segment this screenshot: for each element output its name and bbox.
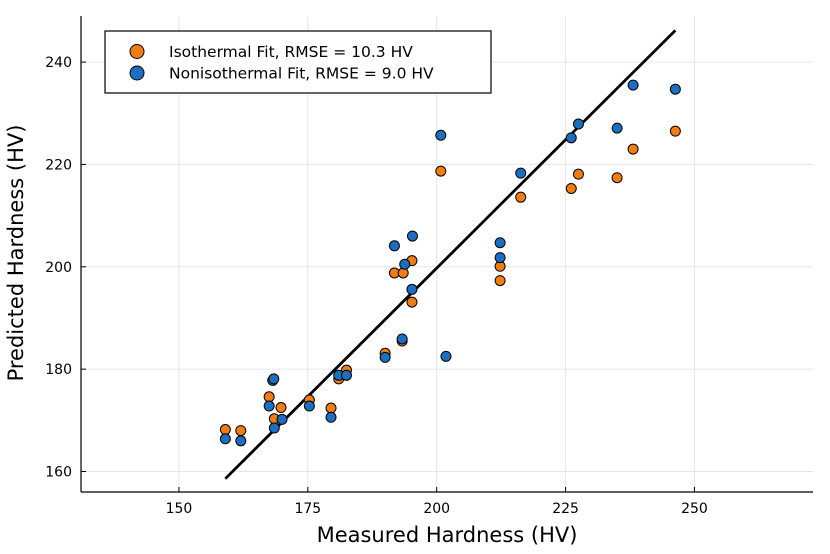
data-point (435, 129, 447, 141)
series-nonisothermal (219, 79, 681, 447)
x-tick-label: 175 (294, 501, 321, 517)
data-point (565, 132, 577, 144)
data-point (303, 400, 315, 412)
y-tick-label: 220 (45, 157, 72, 173)
data-point (276, 413, 288, 425)
reference-line (224, 29, 677, 480)
data-point (406, 283, 418, 295)
data-point (263, 400, 275, 412)
data-point (611, 122, 623, 134)
data-point (406, 296, 418, 308)
x-tick-label: 250 (681, 501, 708, 517)
data-point (494, 275, 506, 287)
series-isothermal (219, 125, 681, 437)
data-point (388, 240, 400, 252)
data-point (669, 125, 681, 137)
data-point (325, 411, 337, 423)
data-point (235, 435, 247, 447)
data-point (235, 425, 247, 437)
data-point (515, 191, 527, 203)
data-point (219, 424, 231, 436)
x-tick-label: 200 (423, 501, 450, 517)
data-point (435, 165, 447, 177)
data-point (669, 83, 681, 95)
reference-line-group (224, 29, 677, 480)
x-tick-label: 225 (552, 501, 579, 517)
legend-marker-nonisothermal (129, 65, 145, 81)
data-point (263, 391, 275, 403)
y-tick-label: 200 (45, 260, 72, 276)
legend-box (104, 30, 492, 94)
data-point (268, 422, 280, 434)
y-tick-label: 160 (45, 465, 72, 481)
data-point (494, 252, 506, 264)
data-point (627, 143, 639, 155)
plot-frame (80, 16, 813, 493)
data-point (440, 350, 452, 362)
data-point (399, 258, 411, 270)
x-axis-title: Measured Hardness (HV) (317, 523, 578, 547)
x-tick-labels: 150 175 200 225 250 (166, 501, 708, 517)
data-point (611, 172, 623, 184)
y-axis-title: Predicted Hardness (HV) (4, 125, 28, 382)
data-point (268, 373, 280, 385)
y-tick-label: 240 (45, 55, 72, 71)
data-point (627, 79, 639, 91)
legend-label-isothermal: Isothermal Fit, RMSE = 10.3 HV (169, 43, 413, 61)
data-point (494, 237, 506, 249)
data-point (379, 351, 391, 363)
data-point (219, 433, 231, 445)
legend-marker-isothermal (129, 44, 145, 59)
legend: Isothermal Fit, RMSE = 10.3 HV Nonisothe… (104, 30, 492, 94)
data-point (396, 333, 408, 345)
data-points (219, 79, 681, 447)
data-point (515, 167, 527, 179)
data-point (325, 402, 337, 414)
data-point (340, 369, 352, 381)
data-point (275, 402, 287, 414)
data-point (572, 168, 584, 180)
y-tick-label: 180 (45, 362, 72, 378)
data-point (565, 182, 577, 194)
data-point (406, 230, 418, 242)
data-point (572, 118, 584, 130)
grid-lines (81, 16, 813, 492)
legend-label-nonisothermal: Nonisothermal Fit, RMSE = 9.0 HV (169, 65, 434, 83)
y-tick-labels: 160 180 200 220 240 (45, 55, 72, 480)
x-tick-label: 150 (166, 501, 193, 517)
